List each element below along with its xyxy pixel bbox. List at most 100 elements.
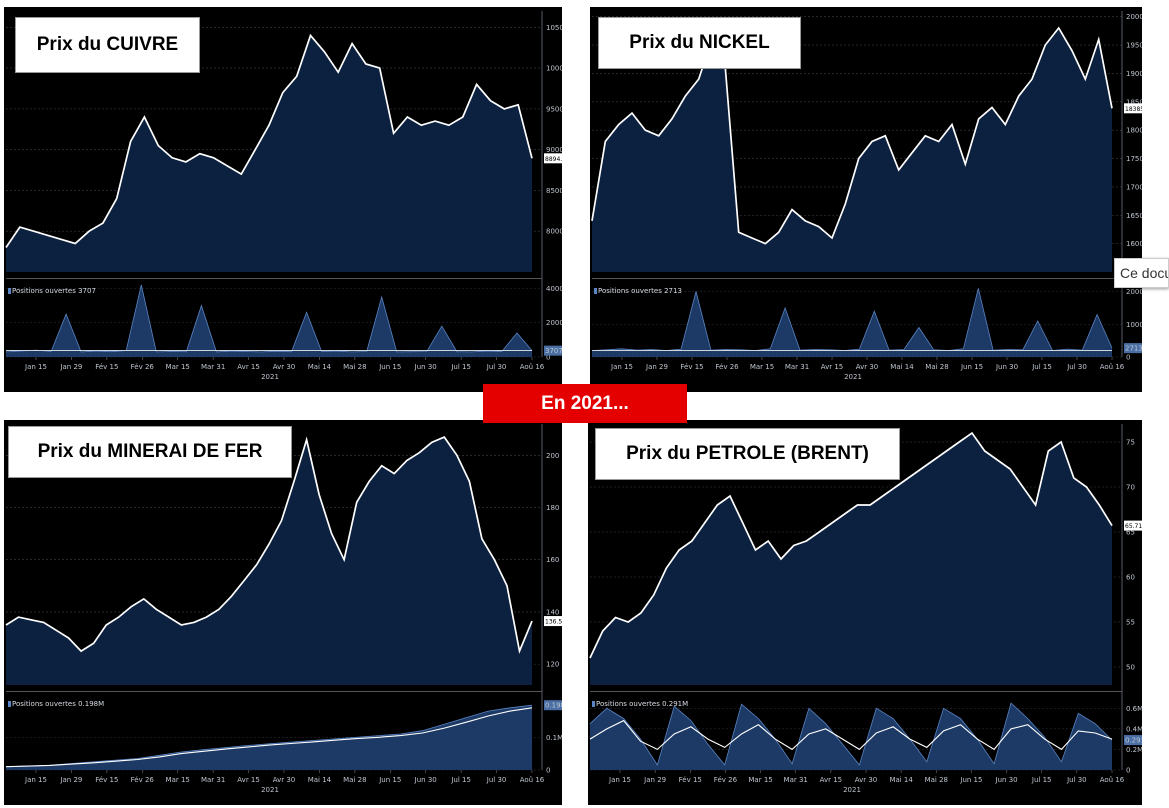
- open-interest-line: [591, 288, 1113, 351]
- y-tick-label: 8000: [546, 228, 562, 236]
- x-tick-label: Jul 30: [1066, 776, 1087, 784]
- x-tick-label: Jan 15: [24, 776, 47, 784]
- sub-y-tick-label: 0.2M: [1126, 746, 1142, 754]
- last-value-label: 18385.00: [1125, 106, 1142, 113]
- x-year-label: 2021: [843, 786, 861, 794]
- sub-y-tick-label: 40000: [546, 285, 562, 293]
- x-tick-label: Jun 15: [378, 363, 401, 371]
- sub-last-value-box: [544, 700, 562, 711]
- y-tick-label: 9500: [546, 105, 562, 113]
- y-tick-label: 19000: [1126, 70, 1142, 78]
- chart-title-minerai: Prix du MINERAI DE FER: [8, 426, 292, 478]
- y-tick-label: 55: [1126, 619, 1135, 627]
- y-tick-label: 65: [1126, 529, 1135, 537]
- chart-title-cuivre: Prix du CUIVRE: [15, 17, 200, 73]
- x-tick-label: Avr 15: [237, 363, 260, 371]
- x-tick-label: Jun 30: [995, 363, 1018, 371]
- y-tick-label: 8500: [546, 187, 562, 195]
- x-tick-label: Fév 26: [714, 776, 738, 784]
- x-tick-label: Avr 30: [855, 776, 878, 784]
- x-tick-label: Jul 15: [450, 363, 471, 371]
- open-interest-line: [5, 284, 533, 353]
- last-value-label: 65.71: [1125, 523, 1142, 530]
- chart-panel-petrole: 50 55 60 65 70 75 65.71 0 0.2M 0.4M 0.6M Positions …: [588, 420, 1142, 805]
- sub-last-value-box: [1124, 343, 1142, 354]
- open-interest-area: [592, 288, 1112, 357]
- x-tick-label: Jun 30: [414, 776, 437, 784]
- x-tick-label: Mar 31: [784, 776, 808, 784]
- x-tick-label: Jun 15: [960, 363, 983, 371]
- x-tick-label: Aoû 16: [1100, 776, 1125, 784]
- x-tick-label: Mar 15: [748, 776, 772, 784]
- sub-last-value-label: 0.291M: [1125, 737, 1142, 745]
- x-tick-label: Jun 15: [378, 776, 401, 784]
- x-tick-label: Jul 30: [486, 776, 507, 784]
- x-tick-label: Avr 30: [273, 776, 296, 784]
- y-tick-label: 18500: [1126, 98, 1142, 106]
- y-tick-label: 160: [546, 556, 559, 564]
- x-tick-label: Jan 15: [608, 776, 631, 784]
- sub-y-tick-label: 0: [1126, 354, 1130, 362]
- y-tick-label: 17500: [1126, 155, 1142, 163]
- x-tick-label: Mai 14: [889, 776, 913, 784]
- y-tick-label: 60: [1126, 574, 1135, 582]
- x-tick-label: Mar 31: [785, 363, 809, 371]
- chart-title-nickel: Prix du NICKEL: [598, 17, 801, 69]
- y-tick-label: 16000: [1126, 240, 1142, 248]
- x-tick-label: Fév 15: [95, 776, 118, 784]
- open-interest-area: [6, 285, 532, 357]
- document-tooltip: Ce docu: [1114, 258, 1169, 288]
- price-area: [592, 28, 1112, 272]
- x-tick-label: Aoû 16: [520, 363, 545, 371]
- y-tick-label: 16500: [1126, 212, 1142, 220]
- sub-y-tick-label: 0.1M: [546, 734, 562, 742]
- sub-y-tick-label: 0: [546, 767, 550, 775]
- x-tick-label: Jan 29: [645, 363, 668, 371]
- x-tick-label: Avr 15: [237, 776, 260, 784]
- price-line: [589, 431, 1113, 659]
- chart-panel-nickel: 16000 16500 17000 17500 18000 18500 19000 19500…: [590, 7, 1142, 392]
- x-tick-label: Fév 15: [679, 776, 702, 784]
- last-value-box: [544, 616, 562, 627]
- sub-y-tick-label: 0.6M: [1126, 705, 1142, 713]
- x-tick-label: Avr 15: [820, 776, 843, 784]
- x-tick-label: Jul 15: [1031, 776, 1052, 784]
- sub-y-tick-label: 0: [546, 354, 550, 362]
- chart-panel-cuivre: 8000 8500 9000 9500 10000 10500 8894.00 0 20000 4…: [4, 7, 562, 392]
- chart-svg-cuivre: 8000 8500 9000 9500 10000 10500 8894.00 0 20000 4…: [5, 11, 562, 381]
- y-tick-label: 10000: [546, 65, 562, 73]
- price-line: [5, 33, 533, 248]
- year-banner: En 2021...: [483, 384, 687, 423]
- x-tick-label: Jul 30: [486, 363, 507, 371]
- y-tick-label: 70: [1126, 484, 1135, 492]
- y-tick-label: 19500: [1126, 42, 1142, 50]
- chart-title-petrole: Prix du PETROLE (BRENT): [595, 428, 900, 480]
- price-line: [5, 436, 533, 655]
- x-tick-label: Aoû 16: [520, 776, 545, 784]
- sub-last-value-label: 2713: [1125, 345, 1142, 353]
- x-tick-label: Mar 15: [750, 363, 774, 371]
- x-tick-label: Mar 15: [166, 363, 190, 371]
- y-tick-label: 180: [546, 504, 559, 512]
- chart-svg-minerai: 120 140 160 180 200 136.50 0 0.1M Positions ouve…: [5, 424, 562, 794]
- sub-y-tick-label: 0: [1126, 767, 1130, 775]
- price-area: [6, 437, 532, 685]
- last-value-box: [1124, 103, 1142, 114]
- x-tick-label: Jun 30: [995, 776, 1018, 784]
- y-tick-label: 20000: [1126, 13, 1142, 21]
- y-tick-label: 10500: [546, 24, 562, 32]
- open-interest-average-line: [589, 719, 1113, 751]
- x-tick-label: Mai 28: [343, 363, 366, 371]
- x-tick-label: Mai 14: [890, 363, 914, 371]
- y-tick-label: 9000: [546, 146, 562, 154]
- x-tick-label: Mai 28: [343, 776, 366, 784]
- price-area: [590, 433, 1112, 685]
- y-tick-label: 200: [546, 452, 559, 460]
- x-year-label: 2021: [261, 373, 279, 381]
- y-tick-label: 75: [1126, 439, 1135, 447]
- x-tick-label: Mar 31: [201, 776, 225, 784]
- x-tick-label: Fév 15: [680, 363, 703, 371]
- sub-last-value-label: 0.198M: [545, 702, 562, 710]
- x-tick-label: Fév 26: [715, 363, 739, 371]
- x-tick-label: Avr 15: [821, 363, 844, 371]
